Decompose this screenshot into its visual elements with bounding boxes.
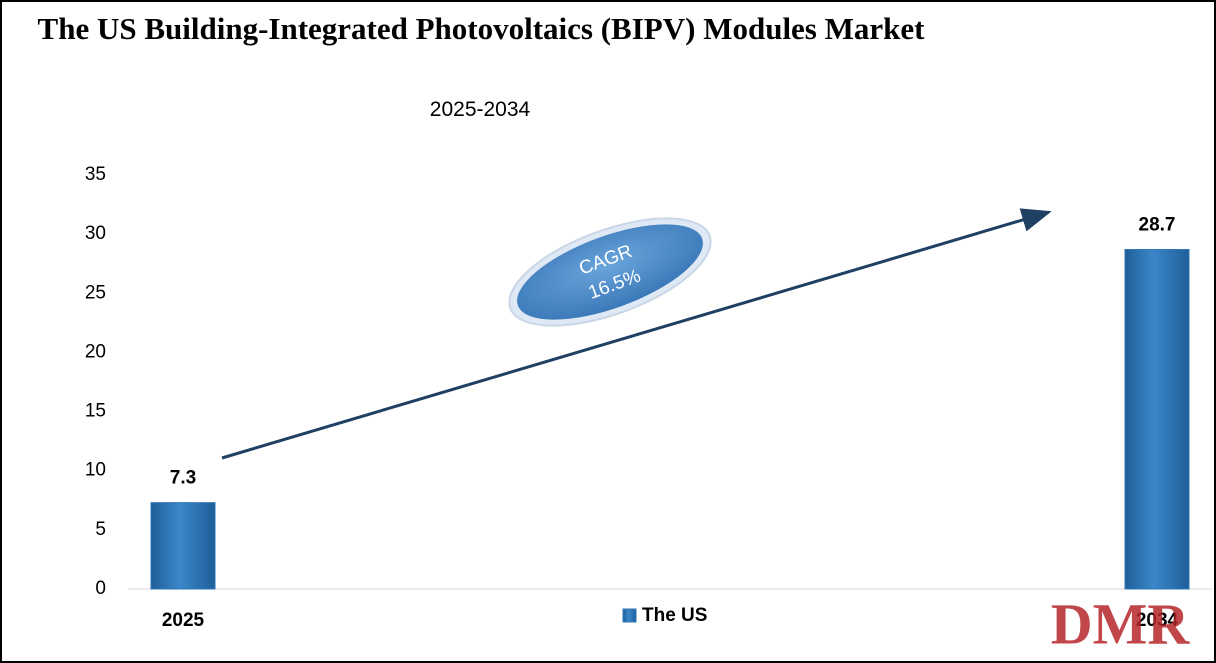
y-tick-label: 5: [95, 519, 106, 540]
y-tick-label: 25: [85, 282, 106, 303]
chart-title: The US Building-Integrated Photovoltaics…: [37, 11, 925, 46]
legend-swatch: [622, 608, 637, 623]
cagr-badge: CAGR 16.5%: [508, 217, 712, 327]
bar: [150, 502, 216, 590]
bar: [1124, 249, 1190, 590]
x-tick-label: 2025: [162, 610, 205, 631]
badge-fill: [517, 224, 703, 320]
y-tick-label: 15: [85, 401, 106, 422]
logo: DMR: [1051, 591, 1191, 656]
data-label: 7.3: [170, 468, 196, 489]
y-tick-label: 20: [85, 341, 106, 362]
y-tick-label: 30: [85, 223, 106, 244]
legend-label: The US: [642, 605, 707, 626]
y-tick-label: 10: [85, 460, 106, 481]
y-tick-label: 0: [95, 578, 106, 599]
y-tick-label: 35: [85, 164, 106, 185]
data-label: 28.7: [1139, 215, 1176, 236]
trend-arrow: [221, 208, 1052, 460]
x-tick-label: 2034: [1136, 610, 1179, 631]
chart-subtitle: 2025-2034: [429, 98, 531, 121]
